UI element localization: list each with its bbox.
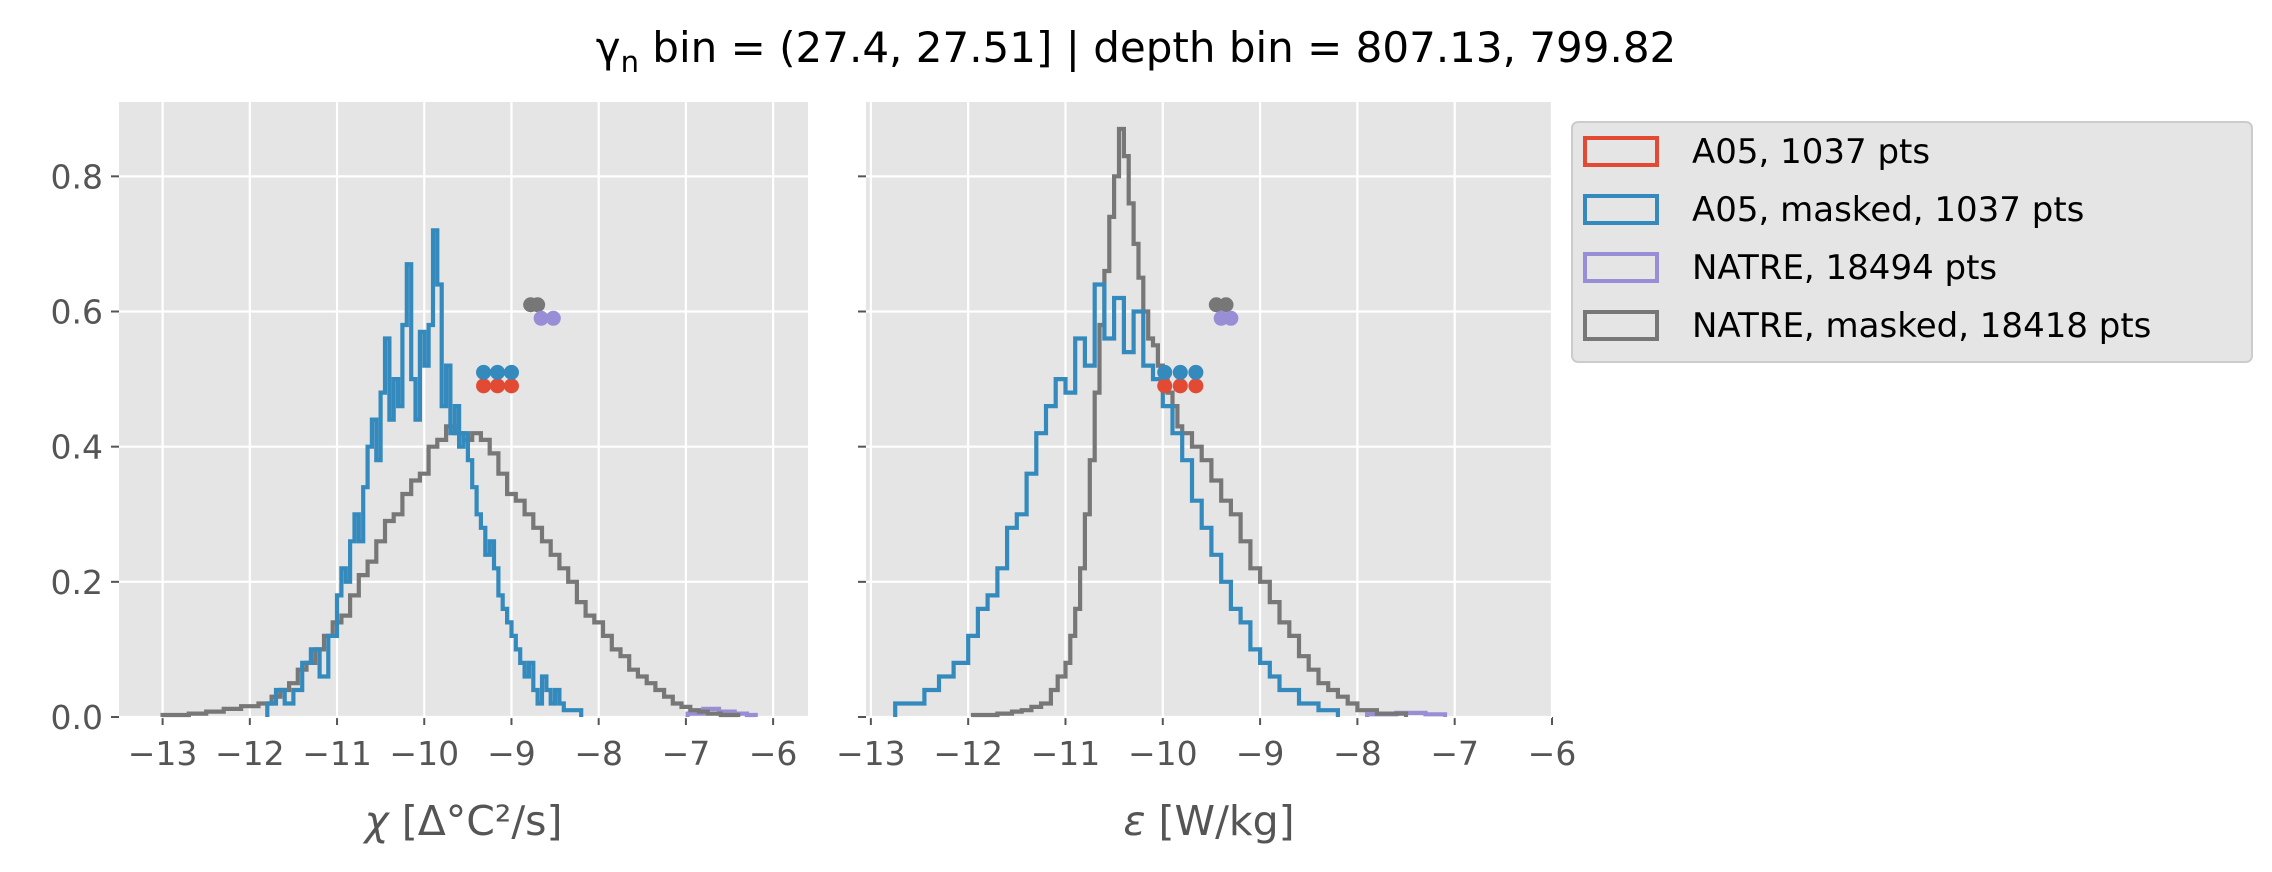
x-axis-label-unit: [Δ°C²/s] xyxy=(389,797,563,845)
y-tick-label: 0.0 xyxy=(51,698,103,737)
y-tick-label: 0.8 xyxy=(51,157,103,196)
x-tick-label: −10 xyxy=(1128,734,1198,773)
statistic-marker xyxy=(533,310,549,326)
x-tick-label: −12 xyxy=(215,734,285,773)
legend-box xyxy=(1571,121,2253,363)
epsilon-histogram-panel: −13 −12 −11 −10 −9 −8 −7 −6 ε [W/kg] xyxy=(836,102,1576,845)
legend-label: A05, 1037 pts xyxy=(1692,132,1930,172)
x-tick-label: −8 xyxy=(1333,734,1382,773)
x-tick-label: −11 xyxy=(302,734,372,773)
histogram-series-3 xyxy=(893,282,1340,717)
legend-label: A05, masked, 1037 pts xyxy=(1692,190,2084,230)
x-axis-label-symbol: ε xyxy=(1123,797,1145,845)
x-axis-label: χ [Δ°C²/s] xyxy=(362,797,562,845)
y-tick-label: 0.4 xyxy=(51,428,103,467)
figure-title-subscript: n xyxy=(621,45,639,79)
x-tick-label: −12 xyxy=(933,734,1003,773)
plot-area xyxy=(866,102,1552,717)
x-tick-label: −9 xyxy=(487,734,536,773)
x-axis-label-symbol: χ xyxy=(362,797,390,845)
legend-swatch xyxy=(1583,252,1659,283)
legend-swatch xyxy=(1583,194,1659,225)
statistic-marker xyxy=(1157,378,1173,394)
legend: A05, 1037 pts A05, masked, 1037 pts NATRE,… xyxy=(1571,121,2253,363)
legend-swatch xyxy=(1583,136,1659,167)
statistic-marker xyxy=(1188,364,1204,380)
plot-area xyxy=(119,102,808,717)
x-tick-label: −10 xyxy=(389,734,459,773)
x-axis-label-unit: [W/kg] xyxy=(1146,797,1295,845)
x-tick-label: −13 xyxy=(128,734,198,773)
statistic-marker xyxy=(1172,364,1188,380)
figure-title-rest: bin = (27.4, 27.51] | depth bin = 807.13… xyxy=(639,23,1676,72)
statistic-marker xyxy=(1188,378,1204,394)
x-tick-label: −9 xyxy=(1236,734,1285,773)
statistic-marker xyxy=(490,364,506,380)
y-tick-label: 0.6 xyxy=(51,293,103,332)
statistic-marker xyxy=(503,364,519,380)
figure-title-symbol: γ xyxy=(596,23,621,72)
statistic-marker xyxy=(476,364,492,380)
legend-label: NATRE, masked, 18418 pts xyxy=(1692,306,2151,346)
y-tick-label: 0.2 xyxy=(51,563,103,602)
x-tick-label: −8 xyxy=(574,734,623,773)
x-axis-label: ε [W/kg] xyxy=(1123,797,1294,845)
statistic-marker xyxy=(530,297,546,313)
x-tick-label: −7 xyxy=(1430,734,1479,773)
x-tick-label: −6 xyxy=(1528,734,1577,773)
histogram-series-3 xyxy=(265,228,584,717)
x-tick-label: −7 xyxy=(662,734,711,773)
histogram-series-2 xyxy=(970,126,1409,718)
histogram-series-1 xyxy=(1365,710,1448,717)
statistic-marker xyxy=(490,378,506,394)
statistic-marker xyxy=(1157,364,1173,380)
statistic-marker xyxy=(476,378,492,394)
chi-histogram-panel: −13 −12 −11 −10 −9 −8 −7 −6 0.0 0.2 0.4 0.6 0.8 χ [Δ°… xyxy=(51,102,808,845)
legend-label: NATRE, 18494 pts xyxy=(1692,248,1997,288)
statistic-marker xyxy=(545,310,561,326)
x-tick-label: −11 xyxy=(1031,734,1101,773)
statistic-marker xyxy=(1172,378,1188,394)
statistic-marker xyxy=(1218,297,1234,313)
x-tick-label: −13 xyxy=(836,734,906,773)
statistic-marker xyxy=(503,378,519,394)
figure-title: γn bin = (27.4, 27.51] | depth bin = 807… xyxy=(596,23,1677,79)
x-tick-label: −6 xyxy=(749,734,798,773)
statistic-marker xyxy=(1223,310,1239,326)
legend-swatch xyxy=(1583,310,1659,341)
